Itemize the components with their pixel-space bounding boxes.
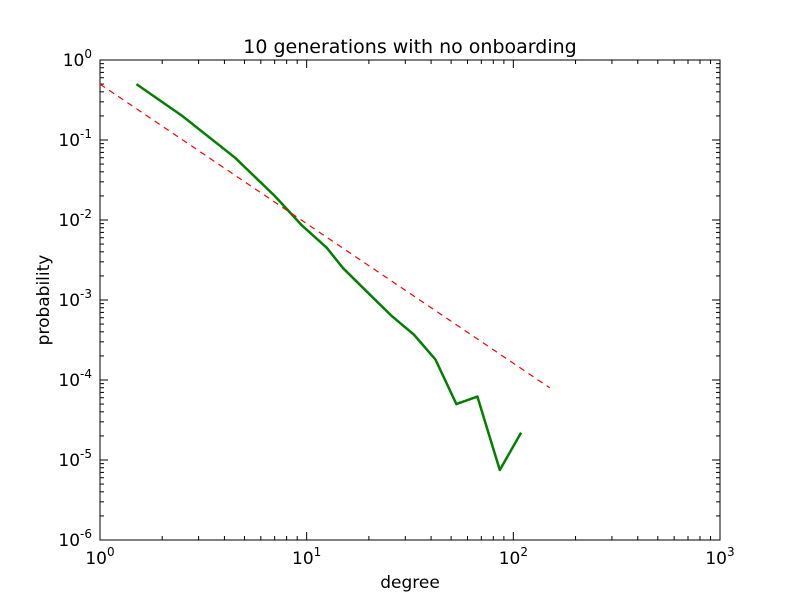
y-tick-label: 10-2 — [58, 207, 92, 231]
axis-tick-labels: 100 101 102 103 100 10-1 10-2 10-3 10-4 10-5 10-6 — [58, 47, 734, 569]
chart-title: 10 generations with no onboarding — [243, 36, 576, 58]
fit-line-series — [99, 83, 551, 389]
x-tick-label: 103 — [705, 545, 734, 569]
y-tick-label: 10-5 — [58, 447, 92, 471]
y-tick-label: 10-6 — [58, 527, 92, 551]
y-axis-label: probability — [34, 255, 54, 346]
y-tick-label: 10-3 — [58, 287, 92, 311]
x-tick-label: 100 — [85, 545, 114, 569]
y-tick-label: 100 — [63, 47, 92, 71]
x-axis-label: degree — [380, 573, 440, 593]
degree-distribution-series — [135, 83, 523, 472]
plot-area — [99, 59, 721, 541]
x-tick-label: 101 — [292, 545, 321, 569]
y-tick-label: 10-1 — [58, 127, 92, 151]
y-tick-label: 10-4 — [58, 367, 92, 391]
series-layer — [99, 83, 551, 472]
axis-ticks — [99, 60, 720, 541]
x-tick-label: 102 — [499, 545, 528, 569]
